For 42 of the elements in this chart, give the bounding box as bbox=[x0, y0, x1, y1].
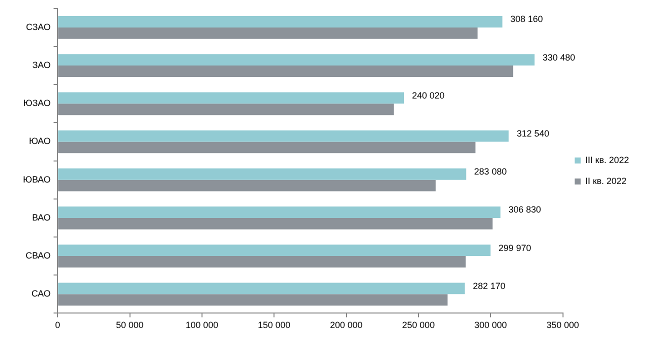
bar bbox=[58, 54, 535, 66]
y-tick-label: ЮВАО bbox=[22, 174, 51, 184]
y-tick-label: ЗАО bbox=[32, 60, 51, 70]
y-tick-label: ЮАО bbox=[28, 136, 51, 146]
data-label: 299 970 bbox=[498, 242, 532, 253]
legend-label: III кв. 2022 bbox=[585, 154, 630, 165]
x-tick-label: 100 000 bbox=[186, 320, 218, 330]
x-tick-label: 150 000 bbox=[258, 320, 290, 330]
bar bbox=[58, 104, 394, 116]
bar bbox=[58, 66, 514, 77]
data-label: 283 080 bbox=[474, 166, 507, 177]
bar bbox=[58, 142, 476, 154]
bar bbox=[58, 180, 436, 192]
bar bbox=[58, 16, 502, 28]
data-label: 308 160 bbox=[510, 14, 543, 24]
data-label: 282 170 bbox=[472, 280, 506, 291]
bar bbox=[58, 256, 466, 268]
legend-label: II кв. 2022 bbox=[585, 176, 627, 186]
bar bbox=[58, 244, 491, 256]
x-tick-label: 200 000 bbox=[330, 320, 363, 330]
bar bbox=[58, 27, 478, 39]
bar bbox=[58, 218, 493, 230]
y-tick-label: ВАО bbox=[32, 212, 51, 222]
bar bbox=[58, 130, 509, 142]
x-tick-label: 0 bbox=[55, 320, 60, 330]
x-tick-label: 350 000 bbox=[546, 320, 580, 330]
bar bbox=[58, 92, 404, 104]
data-label: 330 480 bbox=[542, 52, 576, 62]
x-tick-label: 250 000 bbox=[402, 320, 435, 330]
y-tick-label: СЗАО bbox=[26, 22, 51, 32]
y-tick-label: ЮЗАО bbox=[23, 98, 51, 108]
y-tick-label: САО bbox=[31, 288, 51, 299]
bar bbox=[58, 282, 465, 294]
bar bbox=[58, 294, 448, 306]
bar bbox=[58, 168, 466, 180]
x-tick-label: 300 000 bbox=[474, 320, 507, 330]
x-tick-label: 50 000 bbox=[116, 320, 144, 330]
y-tick-label: СВАО bbox=[26, 250, 51, 261]
data-label: 312 540 bbox=[516, 128, 550, 139]
data-label: 306 830 bbox=[508, 204, 541, 215]
bar bbox=[58, 206, 500, 218]
data-label: 240 020 bbox=[412, 90, 445, 100]
